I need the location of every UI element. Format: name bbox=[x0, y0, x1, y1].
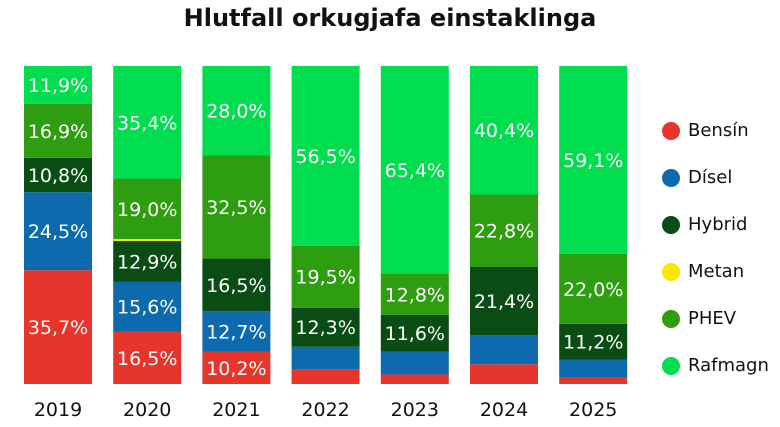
x-tick-label-2023: 2023 bbox=[391, 399, 439, 421]
data-label-dísel-2019: 24,5% bbox=[28, 221, 88, 243]
bar-segment-phev-2025 bbox=[559, 253, 628, 324]
data-label-rafmagn-2020: 35,4% bbox=[117, 112, 177, 134]
bar-segment-rafmagn-2021 bbox=[202, 66, 271, 156]
data-label-hybrid-2020: 12,9% bbox=[117, 251, 177, 273]
data-label-phev-2022: 19,5% bbox=[295, 267, 355, 289]
legend-swatch bbox=[662, 262, 680, 281]
legend-swatch bbox=[662, 168, 680, 187]
bar-segment-rafmagn-2024 bbox=[470, 66, 538, 195]
bar-segment-bensín-2021 bbox=[202, 351, 271, 384]
x-tick-label-2022: 2022 bbox=[301, 399, 349, 421]
bar-segment-bensín-2024 bbox=[470, 364, 538, 384]
legend-item-hybrid: Hybrid bbox=[662, 201, 769, 248]
legend-label: Hybrid bbox=[688, 214, 748, 235]
data-label-bensín-2021: 10,2% bbox=[206, 358, 266, 380]
legend-item-dísel: Dísel bbox=[662, 154, 769, 201]
data-label-phev-2023: 12,8% bbox=[385, 284, 445, 306]
bar-segment-phev-2021 bbox=[202, 155, 271, 259]
legend-label: Dísel bbox=[688, 167, 733, 188]
legend-item-bensín: Bensín bbox=[662, 107, 769, 154]
data-label-bensín-2019: 35,7% bbox=[28, 317, 88, 339]
bar-segment-dísel-2020 bbox=[113, 281, 182, 332]
data-label-rafmagn-2023: 65,4% bbox=[385, 160, 445, 182]
data-label-phev-2020: 19,0% bbox=[117, 199, 177, 221]
chart-legend: Bensín Dísel Hybrid Metan PHEV Rafmagn bbox=[662, 107, 769, 389]
bar-segment-dísel-2022 bbox=[291, 346, 360, 370]
bar-segment-bensín-2022 bbox=[291, 369, 360, 384]
bar-segment-bensín-2019 bbox=[24, 270, 92, 384]
data-label-phev-2021: 32,5% bbox=[206, 197, 266, 219]
data-label-rafmagn-2025: 59,1% bbox=[563, 150, 623, 172]
bar-segment-phev-2020 bbox=[113, 178, 182, 239]
bar-segment-rafmagn-2025 bbox=[559, 66, 628, 254]
x-tick-label-2025: 2025 bbox=[569, 399, 617, 421]
data-label-hybrid-2025: 11,2% bbox=[563, 332, 623, 354]
bar-segment-rafmagn-2020 bbox=[113, 66, 182, 179]
x-tick-label-2020: 2020 bbox=[123, 399, 171, 421]
data-label-rafmagn-2019: 11,9% bbox=[28, 75, 88, 97]
bar-segment-hybrid-2022 bbox=[291, 307, 360, 347]
bar-segment-phev-2023 bbox=[380, 273, 449, 315]
x-tick-label-2019: 2019 bbox=[34, 399, 82, 421]
bar-segment-dísel-2024 bbox=[470, 335, 538, 365]
data-label-rafmagn-2024: 40,4% bbox=[474, 120, 534, 142]
data-label-rafmagn-2022: 56,5% bbox=[295, 146, 355, 168]
legend-label: Metan bbox=[688, 261, 745, 282]
legend-item-phev: PHEV bbox=[662, 295, 769, 342]
data-label-hybrid-2024: 21,4% bbox=[474, 291, 534, 313]
x-tick-label-2024: 2024 bbox=[480, 399, 528, 421]
chart-title: Hlutfall orkugjafa einstaklinga bbox=[183, 4, 597, 32]
bar-segment-dísel-2025 bbox=[559, 359, 628, 378]
data-label-rafmagn-2021: 28,0% bbox=[206, 101, 266, 123]
legend-item-metan: Metan bbox=[662, 248, 769, 295]
bar-segment-hybrid-2024 bbox=[470, 266, 538, 336]
data-label-phev-2025: 22,0% bbox=[563, 279, 623, 301]
x-tick-label-2021: 2021 bbox=[212, 399, 260, 421]
data-label-bensín-2020: 16,5% bbox=[117, 348, 177, 370]
legend-label: PHEV bbox=[688, 308, 737, 329]
bar-segment-metan-2020 bbox=[113, 238, 182, 241]
legend-swatch bbox=[662, 121, 680, 140]
legend-swatch bbox=[662, 309, 680, 328]
bar-segment-rafmagn-2019 bbox=[24, 66, 92, 104]
data-label-phev-2019: 16,9% bbox=[28, 121, 88, 143]
data-label-dísel-2020: 15,6% bbox=[117, 297, 177, 319]
legend-item-rafmagn: Rafmagn bbox=[662, 342, 769, 389]
bar-segment-bensín-2020 bbox=[113, 331, 182, 384]
bar-segment-phev-2019 bbox=[24, 103, 92, 158]
data-label-phev-2024: 22,8% bbox=[474, 221, 534, 243]
bar-segment-rafmagn-2022 bbox=[291, 66, 360, 246]
bar-segment-hybrid-2020 bbox=[113, 240, 182, 282]
legend-swatch bbox=[662, 215, 680, 234]
data-label-dísel-2021: 12,7% bbox=[206, 321, 266, 343]
bar-segment-hybrid-2021 bbox=[202, 258, 271, 312]
legend-label: Rafmagn bbox=[688, 355, 769, 376]
bar-segment-bensín-2025 bbox=[559, 377, 628, 384]
data-label-hybrid-2019: 10,8% bbox=[28, 165, 88, 187]
bar-segment-hybrid-2025 bbox=[559, 323, 628, 360]
bar-segment-bensín-2023 bbox=[380, 374, 449, 384]
data-label-hybrid-2023: 11,6% bbox=[385, 323, 445, 345]
legend-swatch bbox=[662, 356, 680, 375]
bar-segment-dísel-2019 bbox=[24, 192, 92, 271]
bar-segment-dísel-2023 bbox=[380, 351, 449, 375]
data-label-hybrid-2021: 16,5% bbox=[206, 275, 266, 297]
bar-segment-hybrid-2019 bbox=[24, 157, 92, 193]
bar-segment-hybrid-2023 bbox=[380, 314, 449, 352]
legend-label: Bensín bbox=[688, 120, 749, 141]
data-label-hybrid-2022: 12,3% bbox=[295, 317, 355, 339]
bar-segment-dísel-2021 bbox=[202, 311, 271, 352]
bar-segment-rafmagn-2023 bbox=[380, 66, 449, 274]
bar-segment-phev-2024 bbox=[470, 194, 538, 267]
bar-segment-phev-2022 bbox=[291, 245, 360, 308]
